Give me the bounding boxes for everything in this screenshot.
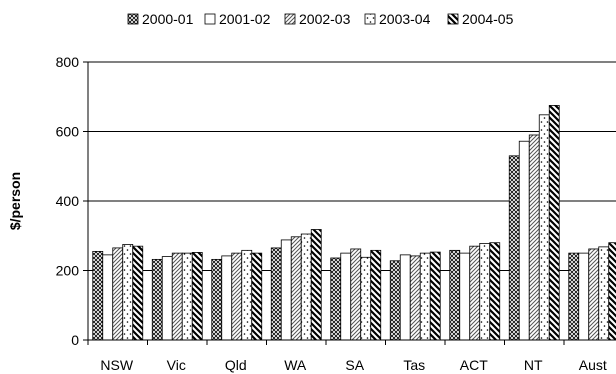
bar-qld-2004-05 (251, 252, 263, 341)
bar-sa-2003-04 (360, 256, 372, 341)
x-tick-label: WA (284, 357, 307, 373)
legend-swatch (364, 13, 376, 25)
bar-act-2002-03 (469, 245, 481, 341)
legend-label: 2002-03 (299, 11, 351, 27)
legend-item-2003-04: 2003-04 (364, 11, 431, 27)
bar-tas-2003-04 (419, 252, 431, 341)
legend-item-2004-05: 2004-05 (447, 11, 514, 27)
bar-nsw-2002-03 (112, 247, 124, 341)
y-tick-label: 600 (56, 124, 80, 140)
bar-aust-2004-05 (608, 242, 616, 341)
bar-nt-2000-01 (508, 155, 520, 341)
bar-sa-2000-01 (330, 257, 342, 341)
bar-act-2003-04 (479, 242, 491, 341)
bar-nsw-2001-02 (102, 254, 114, 341)
x-tick-label: Aust (579, 357, 607, 373)
y-ticks: 0 200 400 600 800 (56, 54, 80, 348)
bar-tas-2004-05 (429, 251, 441, 341)
x-tick-label: SA (345, 357, 364, 373)
bar-nt-2002-03 (528, 134, 540, 341)
bar-wa-2001-02 (280, 239, 292, 341)
legend-item-2001-02: 2001-02 (204, 11, 271, 27)
bar-aust-2000-01 (568, 252, 580, 341)
bars (92, 105, 616, 341)
x-tick-label: NSW (100, 357, 133, 373)
bar-vic-2000-01 (151, 258, 163, 341)
x-tick-label: NT (524, 357, 543, 373)
y-tick-label: 400 (56, 193, 80, 209)
legend-item-2002-03: 2002-03 (284, 11, 351, 27)
bar-tas-2000-01 (389, 260, 401, 341)
bar-act-2001-02 (459, 252, 471, 341)
bar-tas-2002-03 (409, 255, 421, 341)
y-tick-label: 200 (56, 263, 80, 279)
bar-vic-2004-05 (191, 252, 203, 341)
bar-aust-2001-02 (578, 252, 590, 341)
bar-wa-2004-05 (310, 229, 322, 341)
bar-sa-2001-02 (340, 252, 352, 341)
bar-sa-2002-03 (350, 248, 362, 341)
bar-qld-2003-04 (241, 249, 253, 341)
bar-nt-2001-02 (518, 140, 530, 341)
x-tick-label: Vic (167, 357, 186, 373)
bar-act-2000-01 (449, 249, 461, 341)
bar-vic-2001-02 (161, 256, 173, 341)
bar-qld-2001-02 (221, 255, 233, 341)
legend-item-2000-01: 2000-01 (127, 11, 194, 27)
y-tick-label: 800 (56, 54, 80, 70)
axes (83, 61, 616, 345)
legend-swatch (204, 13, 216, 25)
bar-nsw-2000-01 (92, 250, 104, 341)
x-tick-label: Qld (225, 357, 247, 373)
bar-aust-2003-04 (598, 246, 610, 341)
bar-wa-2003-04 (300, 233, 312, 341)
x-ticks: NSW Vic Qld WA SA Tas ACT NT Aust (100, 357, 606, 373)
bar-sa-2004-05 (370, 249, 382, 341)
bar-wa-2002-03 (290, 236, 302, 341)
y-tick-label: 0 (71, 332, 79, 348)
legend-label: 2000-01 (142, 11, 194, 27)
bar-tas-2001-02 (399, 254, 411, 341)
bar-wa-2000-01 (270, 247, 282, 341)
bar-vic-2002-03 (171, 252, 183, 341)
bar-nt-2004-05 (548, 105, 560, 341)
x-tick-label: Tas (403, 357, 425, 373)
bar-aust-2002-03 (588, 248, 600, 341)
legend-label: 2004-05 (462, 11, 514, 27)
bar-vic-2003-04 (181, 252, 193, 341)
bar-qld-2002-03 (231, 252, 243, 341)
legend-swatch (284, 13, 296, 25)
legend-swatch (447, 13, 459, 25)
y-axis-title: $/person (7, 172, 23, 230)
bar-nsw-2003-04 (122, 244, 134, 341)
bar-act-2004-05 (489, 242, 501, 341)
bar-nt-2003-04 (538, 114, 550, 341)
x-tick-label: ACT (460, 357, 488, 373)
bar-nsw-2004-05 (132, 245, 144, 341)
legend-swatch (127, 13, 139, 25)
legend: 2000-01 2001-02 2002-03 2003-04 2004-05 (127, 11, 514, 27)
bar-qld-2000-01 (211, 258, 223, 341)
legend-label: 2001-02 (219, 11, 271, 27)
legend-label: 2003-04 (379, 11, 431, 27)
